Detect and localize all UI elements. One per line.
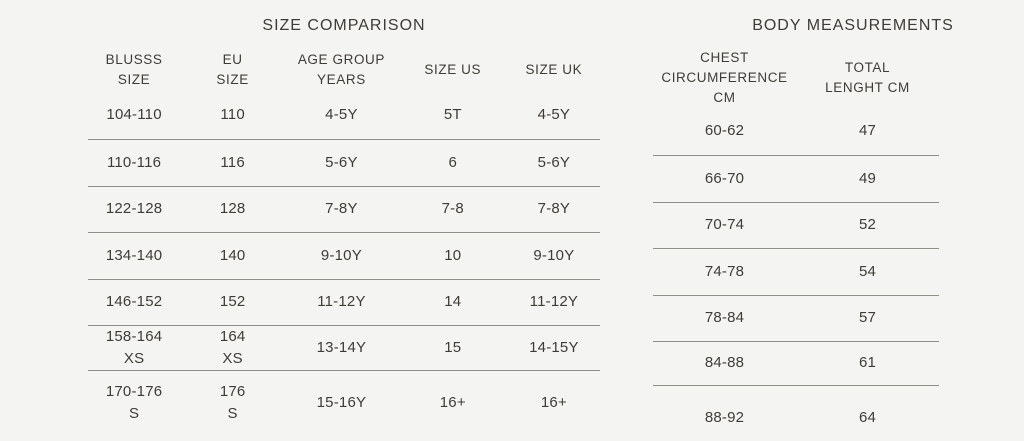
table-cell: 110 bbox=[180, 92, 286, 140]
table-cell: 122-128 bbox=[88, 186, 181, 233]
table-cell: 146-152 bbox=[88, 279, 181, 326]
table-cell: 54 bbox=[796, 248, 939, 296]
table-row: 134-140 140 9-10Y 10 9-10Y bbox=[88, 232, 600, 280]
table-row: 84-88 61 bbox=[653, 341, 939, 386]
table-cell: 61 bbox=[796, 341, 939, 386]
table-cell: 57 bbox=[796, 295, 939, 342]
column-header-eu-size: EU SIZE bbox=[216, 52, 249, 87]
table-cell: 11-12Y bbox=[507, 279, 600, 326]
column-header-blusss-size: BLUSSS SIZE bbox=[105, 52, 163, 87]
table-cell: 116 bbox=[180, 139, 286, 187]
table-cell: 14-15Y bbox=[507, 325, 600, 371]
table-cell: 140 bbox=[180, 232, 286, 280]
table-cell: 14 bbox=[397, 279, 508, 326]
table-row: 110-116 116 5-6Y 6 5-6Y bbox=[88, 139, 600, 187]
table-cell: 7-8 bbox=[397, 186, 508, 233]
table-cell: 5-6Y bbox=[507, 139, 600, 187]
body-measurements-table: CHEST CIRCUMFERENCE CM TOTAL LENGHT CM 6… bbox=[653, 48, 939, 441]
table-cell: 176 S bbox=[219, 383, 246, 423]
table-cell: 52 bbox=[796, 202, 939, 249]
table-cell: 13-14Y bbox=[285, 325, 398, 371]
table-cell: 16+ bbox=[439, 394, 466, 412]
size-comparison-title: SIZE COMPARISON bbox=[262, 17, 426, 34]
table-cell: 4-5Y bbox=[285, 92, 398, 140]
column-header-age-group-years: AGE GROUP YEARS bbox=[297, 52, 385, 87]
table-row: 78-84 57 bbox=[653, 295, 939, 342]
body-measurements-section: BODY MEASUREMENTS CHEST CIRCUMFERENCE CM… bbox=[653, 16, 953, 441]
table-row: 158-164 XS 164 XS 13-14Y 15 14-15Y bbox=[88, 325, 600, 371]
table-cell: 16+ bbox=[540, 394, 567, 412]
table-row: 104-110 110 4-5Y 5T 4-5Y bbox=[88, 92, 600, 140]
table-cell: 4-5Y bbox=[507, 92, 600, 140]
body-measurements-title: BODY MEASUREMENTS bbox=[752, 17, 954, 34]
table-row: 122-128 128 7-8Y 7-8 7-8Y bbox=[88, 186, 600, 233]
table-cell: 49 bbox=[796, 155, 939, 203]
table-row: 146-152 152 11-12Y 14 11-12Y bbox=[88, 279, 600, 326]
table-cell: 134-140 bbox=[88, 232, 181, 280]
table-cell: 47 bbox=[796, 108, 939, 156]
table-cell: 11-12Y bbox=[285, 279, 398, 326]
table-cell: 88-92 bbox=[704, 409, 745, 427]
table-cell: 74-78 bbox=[653, 248, 796, 296]
table-cell: 170-176 S bbox=[105, 383, 163, 423]
table-cell: 5T bbox=[397, 92, 508, 140]
table-cell: 6 bbox=[397, 139, 508, 187]
table-row: 66-70 49 bbox=[653, 155, 939, 203]
table-cell: 7-8Y bbox=[285, 186, 398, 233]
table-cell: 15-16Y bbox=[316, 394, 367, 412]
table-cell: 10 bbox=[397, 232, 508, 280]
table-cell: 128 bbox=[180, 186, 286, 233]
column-header-size-uk: SIZE UK bbox=[525, 62, 583, 77]
table-row: 74-78 54 bbox=[653, 248, 939, 296]
table-cell: 110-116 bbox=[88, 139, 181, 187]
table-cell: 70-74 bbox=[653, 202, 796, 249]
table-cell: 7-8Y bbox=[507, 186, 600, 233]
header-row: BLUSSS SIZE EU SIZE AGE GROUP YEARS SIZE… bbox=[88, 48, 600, 92]
column-header-size-us: SIZE US bbox=[424, 62, 482, 77]
table-cell: 78-84 bbox=[653, 295, 796, 342]
size-comparison-section: SIZE COMPARISON BLUSSS SIZE EU SIZE AGE … bbox=[88, 16, 600, 436]
table-cell: 66-70 bbox=[653, 155, 796, 203]
header-row: CHEST CIRCUMFERENCE CM TOTAL LENGHT CM bbox=[653, 48, 939, 108]
table-row: 170-176 S 176 S 15-16Y 16+ 16+ bbox=[88, 370, 600, 436]
size-comparison-table: BLUSSS SIZE EU SIZE AGE GROUP YEARS SIZE… bbox=[88, 48, 600, 436]
table-cell: 164 XS bbox=[180, 325, 286, 371]
table-row: 70-74 52 bbox=[653, 202, 939, 249]
table-cell: 64 bbox=[858, 409, 877, 427]
table-cell: 9-10Y bbox=[285, 232, 398, 280]
table-cell: 104-110 bbox=[88, 92, 181, 140]
table-cell: 84-88 bbox=[653, 341, 796, 386]
table-cell: 9-10Y bbox=[507, 232, 600, 280]
table-row: 88-92 64 bbox=[653, 385, 939, 441]
table-cell: 158-164 XS bbox=[88, 325, 181, 371]
table-cell: 60-62 bbox=[653, 108, 796, 156]
table-cell: 5-6Y bbox=[285, 139, 398, 187]
table-cell: 152 bbox=[180, 279, 286, 326]
column-header-total-length: TOTAL LENGHT CM bbox=[825, 60, 910, 95]
table-cell: 15 bbox=[397, 325, 508, 371]
column-header-chest-circumference: CHEST CIRCUMFERENCE CM bbox=[661, 50, 788, 105]
table-row: 60-62 47 bbox=[653, 108, 939, 156]
